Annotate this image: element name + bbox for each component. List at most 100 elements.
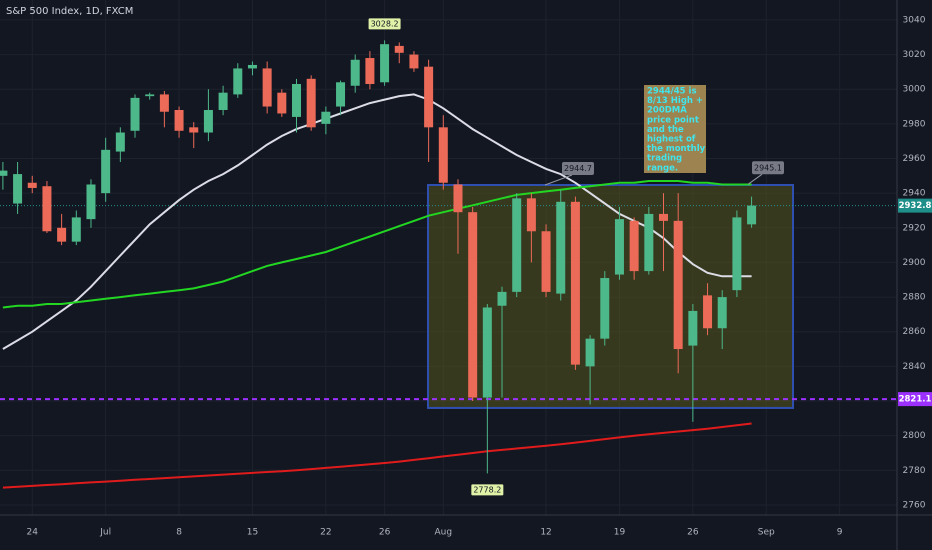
plot: 3028.2 2778.2 2944.7 2945.1 2944/45 is8/13 H… (0, 0, 897, 515)
moving-average-line (2, 422, 752, 489)
candle-body (673, 220, 683, 350)
candle-body (159, 94, 169, 112)
candle-body (688, 310, 698, 346)
low-label: 2778.2 (473, 485, 501, 494)
y-tick-label: 2800 (903, 431, 926, 441)
candle-body (71, 217, 81, 242)
candle-body (350, 59, 360, 86)
y-tick-label: 3040 (903, 15, 926, 25)
candle-body (585, 338, 595, 367)
price-tag: 2821.1 (899, 395, 932, 405)
candle-body (203, 109, 213, 133)
candle-body (86, 184, 96, 220)
candle-body (570, 201, 580, 365)
candle-body (747, 205, 757, 225)
y-tick-label: 2780 (903, 466, 926, 476)
callout-pointer (747, 173, 763, 185)
x-tick-label: 12 (540, 528, 551, 538)
candle-body (247, 64, 257, 69)
callout-pointer (544, 174, 573, 186)
candle-body (218, 92, 228, 110)
candle-body (321, 111, 331, 124)
candle-body (277, 92, 287, 114)
callout-box (752, 161, 784, 175)
note-text: price point (647, 115, 699, 125)
y-tick-label: 2960 (903, 154, 926, 164)
note-text: 2944/45 is (647, 87, 697, 97)
candle-body (292, 84, 301, 117)
callout-box (562, 162, 594, 176)
y-tick-label: 2980 (903, 119, 926, 129)
x-tick-label: 26 (687, 528, 699, 538)
y-tick-label: 2860 (903, 327, 926, 337)
price-tag-box (898, 198, 932, 213)
callout-label: 2945.1 (754, 163, 782, 172)
y-tick-label: 2940 (903, 189, 926, 199)
high-label: 3028.2 (371, 19, 399, 28)
y-tick-label: 2900 (903, 258, 926, 268)
note-text: 8/13 High + (647, 96, 703, 106)
moving-average-line (2, 180, 752, 309)
y-tick-label: 2920 (903, 223, 926, 233)
x-tick-label: Sep (758, 528, 775, 538)
callout-label: 2944.7 (564, 164, 592, 173)
candle-body (732, 217, 742, 291)
candle-body (101, 149, 111, 194)
candle-body (541, 231, 551, 292)
x-tick-label: 22 (320, 528, 331, 538)
y-tick-label: 3020 (903, 50, 926, 60)
note-text: highest of (647, 135, 696, 145)
candle-body (659, 213, 668, 221)
candle-body (0, 170, 8, 176)
candle-body (174, 109, 184, 131)
y-tick-label: 2840 (903, 362, 926, 372)
candle-body (717, 297, 727, 329)
note-text: the monthly (647, 144, 706, 154)
candle-body (42, 186, 52, 232)
candle-body (424, 66, 434, 128)
candle-body (703, 295, 713, 329)
x-tick-label: 8 (176, 528, 182, 538)
note-text: 200DMA (647, 106, 687, 116)
low-label-box (471, 484, 504, 496)
candle-body (27, 182, 37, 188)
x-tick-label: 26 (379, 528, 391, 538)
candle-body (644, 213, 654, 272)
candle-body (468, 212, 478, 398)
y-tick-label: 2880 (903, 293, 926, 303)
candle-body (189, 127, 199, 133)
candle-body (512, 198, 522, 292)
high-label-box (368, 18, 401, 30)
candle-body (336, 82, 346, 107)
moving-average-line (2, 93, 752, 350)
candle-body (365, 58, 375, 85)
candle-body (526, 198, 536, 232)
candle-body (497, 291, 507, 306)
candle-body (262, 68, 272, 107)
candle-body (556, 201, 566, 294)
candle-body (482, 307, 492, 398)
price-tag-box (898, 392, 932, 407)
note-text: and the (647, 125, 684, 135)
y-tick-label: 3000 (903, 85, 926, 95)
candle-body (438, 127, 448, 183)
x-tick-label: 15 (247, 528, 258, 538)
candle-body (233, 68, 243, 95)
note-box (644, 85, 706, 173)
x-tick-label: 9 (837, 528, 843, 538)
x-tick-label: 24 (27, 528, 39, 538)
candle-body (614, 219, 624, 275)
candle-body (600, 278, 610, 339)
candle-body (453, 184, 463, 213)
note-text: range. (647, 163, 678, 173)
candle-body (394, 45, 404, 53)
candle-body (13, 174, 23, 204)
y-tick-label: 2760 (903, 500, 926, 510)
candle-body (629, 220, 639, 272)
x-tick-label: Jul (99, 528, 111, 538)
x-tick-label: Aug (435, 528, 453, 538)
note-text: trading (647, 154, 682, 164)
candle-body (130, 97, 140, 131)
candle-body (380, 44, 390, 83)
